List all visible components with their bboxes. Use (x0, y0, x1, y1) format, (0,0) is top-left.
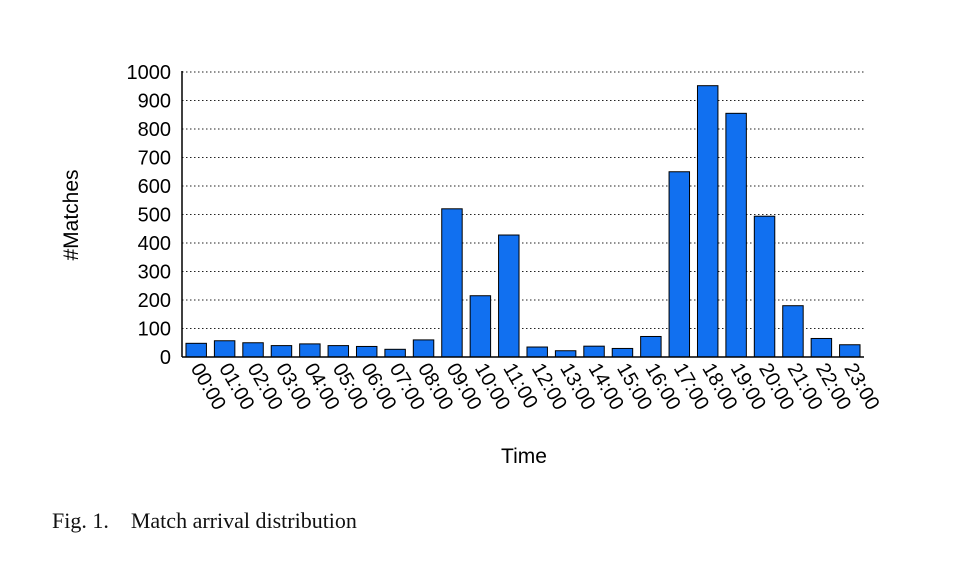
axes (181, 71, 864, 358)
y-tick-label: 400 (138, 233, 171, 255)
bar (611, 347, 634, 358)
bar (640, 335, 662, 358)
bar (839, 344, 861, 358)
x-tick-labels: 00:0001:0002:0003:0004:0005:0006:0007:00… (186, 360, 884, 414)
bar (554, 350, 577, 358)
y-axis-title: #Matches (60, 169, 83, 260)
y-tick-labels: 0 100 200 300 400 500 600 700 800 900 1000 (127, 62, 172, 369)
bar (696, 85, 719, 358)
bar (725, 112, 747, 358)
y-tick-label: 600 (138, 176, 171, 198)
x-axis-title: Time (501, 445, 547, 468)
figure-label: Fig. 1. (52, 508, 109, 533)
y-tick-label: 700 (138, 148, 171, 170)
bar (782, 305, 804, 358)
figure-caption: Fig. 1. Match arrival distribution (52, 508, 357, 534)
bar (498, 234, 520, 358)
bar (441, 208, 463, 358)
figure-caption-text: Match arrival distribution (130, 508, 357, 533)
bar (412, 339, 435, 358)
bar (753, 215, 776, 358)
y-tick-label: 300 (138, 262, 171, 284)
y-tick-label: 0 (160, 347, 171, 369)
bar (299, 343, 321, 358)
y-tick-label: 800 (138, 119, 171, 141)
bar (384, 348, 406, 358)
bar (526, 346, 548, 358)
y-tick-label: 900 (138, 91, 171, 113)
bar (810, 337, 833, 358)
bar (469, 295, 492, 358)
bar (668, 171, 691, 358)
bar (185, 342, 207, 358)
bar (355, 345, 378, 358)
gridlines (182, 71, 864, 329)
bar (213, 340, 236, 358)
bar (242, 342, 264, 358)
y-tick-label: 1000 (127, 62, 172, 84)
bar (270, 345, 293, 358)
bar (327, 345, 350, 358)
bar (583, 345, 605, 358)
y-tick-label: 500 (138, 205, 171, 227)
bars (185, 85, 861, 358)
y-tick-label: 100 (138, 319, 171, 341)
y-tick-label: 200 (138, 290, 171, 312)
